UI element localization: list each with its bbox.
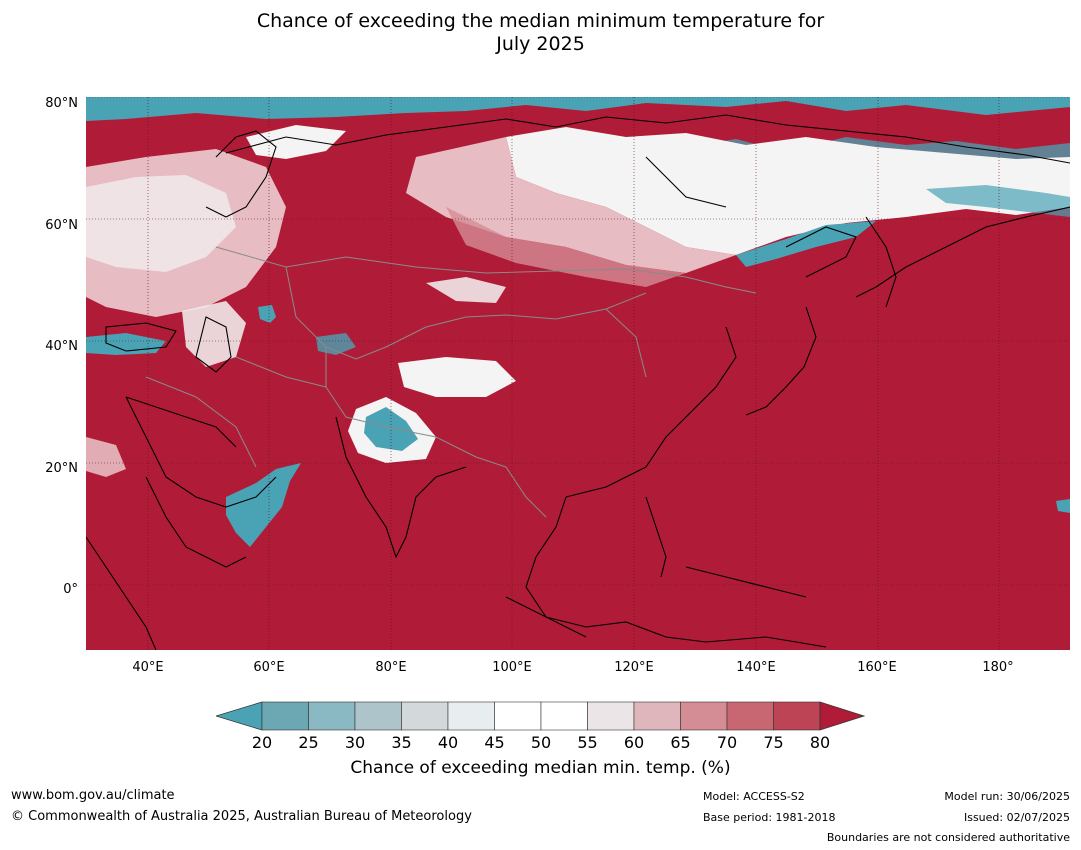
lat-label-20n: 20°N — [45, 461, 78, 476]
title-line-2: July 2025 — [496, 33, 585, 55]
lon-label-80e: 80°E — [375, 660, 407, 675]
colorbar-tick-label: 70 — [716, 733, 738, 752]
colorbar-svg — [214, 701, 866, 731]
colorbar-over-arrow — [819, 701, 866, 731]
colorbar-swatch — [308, 701, 356, 731]
colorbar-swatch — [680, 701, 728, 731]
lon-label-100e: 100°E — [492, 660, 532, 675]
siberia-pink-fringe — [406, 137, 736, 273]
colorbar-tick-label: 35 — [391, 733, 412, 752]
colorbar-swatch — [540, 701, 588, 731]
colorbar-swatch — [494, 701, 542, 731]
arabian-sea-teal — [226, 463, 301, 547]
pacific-teal-dot — [1056, 499, 1070, 513]
colorbar — [214, 700, 866, 732]
forecast-map — [86, 97, 1070, 650]
colorbar-swatch — [354, 701, 402, 731]
graticule — [86, 97, 1070, 650]
lon-label-40e: 40°E — [132, 660, 164, 675]
country-borders — [145, 246, 757, 518]
colorbar-swatch — [726, 701, 774, 731]
lon-label-60e: 60°E — [253, 660, 285, 675]
lat-label-80n: 80°N — [45, 96, 78, 111]
mongolia-white — [426, 277, 506, 303]
copyright-text: © Commonwealth of Australia 2025, Austra… — [11, 809, 472, 824]
map-title: Chance of exceeding the median minimum t… — [0, 10, 1081, 56]
colorbar-swatch — [587, 701, 635, 731]
model-text: Model: ACCESS-S2 — [703, 790, 805, 803]
colorbar-tick-label: 50 — [530, 733, 552, 752]
lon-label-140e: 140°E — [736, 660, 776, 675]
colorbar-swatch — [773, 701, 821, 731]
east-siberia-teal — [926, 185, 1070, 217]
website-link[interactable]: www.bom.gov.au/climate — [11, 788, 175, 803]
scandinavia-white — [246, 125, 346, 159]
colorbar-tick-label: 20 — [251, 733, 273, 752]
colorbar-tick-label: 30 — [344, 733, 366, 752]
tibet-teal-region — [364, 407, 418, 451]
base-period-text: Base period: 1981-2018 — [703, 811, 836, 824]
colorbar-swatch — [401, 701, 449, 731]
colorbar-swatch — [447, 701, 495, 731]
west-russia-light — [86, 175, 236, 272]
lat-label-60n: 60°N — [45, 218, 78, 233]
title-line-1: Chance of exceeding the median minimum t… — [256, 10, 825, 32]
colorbar-tick-label: 60 — [623, 733, 645, 752]
caspian-teal — [258, 305, 276, 323]
issued-text: Issued: 02/07/2025 — [963, 811, 1070, 824]
map-svg — [86, 97, 1070, 650]
colorbar-tick-label: 80 — [809, 733, 831, 752]
colorbar-tick-label: 75 — [763, 733, 784, 752]
colorbar-label: Chance of exceeding median min. temp. (%… — [350, 758, 731, 778]
colorbar-swatch — [261, 701, 309, 731]
siberia-mid-pink — [446, 207, 686, 287]
lon-label-120e: 120°E — [614, 660, 654, 675]
siberia-white-region — [506, 127, 1070, 255]
lon-label-180: 180° — [982, 660, 1014, 675]
lon-label-160e: 160°E — [857, 660, 897, 675]
colorbar-swatch — [633, 701, 681, 731]
colorbar-tick-label: 40 — [437, 733, 459, 752]
model-run-text: Model run: 30/06/2025 — [944, 790, 1070, 803]
colorbar-tick-label: 65 — [670, 733, 691, 752]
colorbar-under-arrow — [214, 701, 263, 731]
lat-label-40n: 40°N — [45, 339, 78, 354]
colorbar-tick-label: 45 — [484, 733, 505, 752]
disclaimer-text: Boundaries are not considered authoritat… — [826, 831, 1070, 844]
arabia-pink-patch — [86, 437, 126, 477]
coastlines — [86, 114, 1070, 650]
lat-label-0: 0° — [63, 582, 78, 597]
colorbar-tick-label: 55 — [577, 733, 598, 752]
colorbar-tick-label: 25 — [298, 733, 319, 752]
qinghai-white — [398, 357, 516, 397]
arctic-teal-region — [86, 97, 1070, 121]
